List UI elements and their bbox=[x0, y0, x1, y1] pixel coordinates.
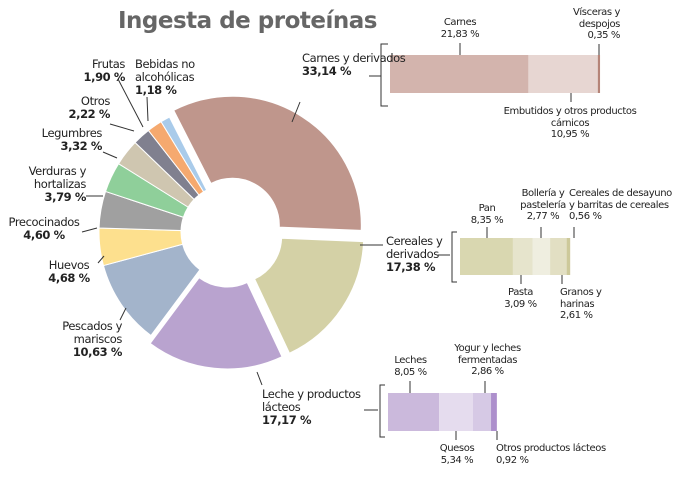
seg-label-cereales-desayuno: Cereales de desayuno y barritas de cerea… bbox=[569, 188, 672, 222]
chart-title: Ingesta de proteínas bbox=[118, 8, 377, 34]
label-verduras: Verduras y hortalizas 3,79 % bbox=[28, 164, 87, 204]
seg-label-bolleria: Bollería y pastelería 2,77 % bbox=[520, 188, 566, 222]
label-bebidas: Bebidas no alcohólicas 1,18 % bbox=[135, 57, 195, 97]
bar-segment-boller-a-y-pasteler-a bbox=[532, 238, 551, 275]
label-lacteos: Leche y productos lácteos 17,17 % bbox=[262, 387, 361, 427]
label-carnes: Carnes y derivados 33,14 % bbox=[302, 51, 406, 78]
bar-segment-v-sceras-y-despojos bbox=[597, 55, 601, 93]
label-frutas: Frutas 1,90 % bbox=[83, 57, 126, 84]
bar-segment-pan bbox=[460, 238, 513, 275]
bar-segment-cereales-de-desayuno-y-barritas-de-cereales bbox=[566, 238, 571, 275]
bar-segment-pasta bbox=[512, 238, 533, 275]
bar-segment-carnes bbox=[390, 55, 529, 93]
seg-label-granos: Granos y harinas 2,61 % bbox=[560, 287, 602, 321]
seg-label-pasta: Pasta 3,09 % bbox=[504, 287, 537, 310]
slice-cereales-y-derivados bbox=[253, 237, 365, 354]
bar-segment-quesos bbox=[439, 393, 473, 431]
seg-label-visceras: Vísceras y despojos 0,35 % bbox=[572, 7, 620, 41]
seg-label-yogur: Yogur y leches fermentadas 2,86 % bbox=[454, 343, 521, 377]
label-precocinados: Precocinados 4,60 % bbox=[8, 215, 80, 242]
seg-label-embutidos: Embutidos y otros productos cárnicos 10,9… bbox=[503, 106, 637, 140]
bar-segment-leches bbox=[388, 393, 440, 431]
bar-segment-yogur-y-leches-fermentadas bbox=[472, 393, 492, 431]
label-huevos: Huevos 4,68 % bbox=[48, 258, 90, 285]
slice-bebidas-no-alcoh-licas bbox=[160, 116, 208, 193]
bar-segment-otros-productos-l-cteos bbox=[491, 393, 497, 431]
label-otros: Otros 2,22 % bbox=[68, 94, 111, 121]
seg-label-leches: Leches 8,05 % bbox=[394, 355, 427, 378]
seg-label-otros-lacteos: Otros productos lácteos 0,92 % bbox=[496, 443, 606, 466]
bar-segment-granos-y-harinas bbox=[550, 238, 567, 275]
bar-segment-embutidos-y-otros-productos-c-rnicos bbox=[528, 55, 598, 93]
label-cereales: Cereales y derivados 17,38 % bbox=[386, 234, 443, 274]
seg-label-carnes: Carnes 21,83 % bbox=[440, 17, 480, 40]
label-legumbres: Legumbres 3,32 % bbox=[41, 126, 103, 153]
seg-label-quesos: Quesos 5,34 % bbox=[439, 443, 475, 466]
label-pescados: Pescados y mariscos 10,63 % bbox=[62, 319, 122, 359]
seg-label-pan: Pan 8,35 % bbox=[470, 203, 504, 226]
slice-carnes-y-derivados bbox=[173, 95, 362, 231]
slice-leche-y-productos-l-cteos bbox=[149, 276, 283, 370]
